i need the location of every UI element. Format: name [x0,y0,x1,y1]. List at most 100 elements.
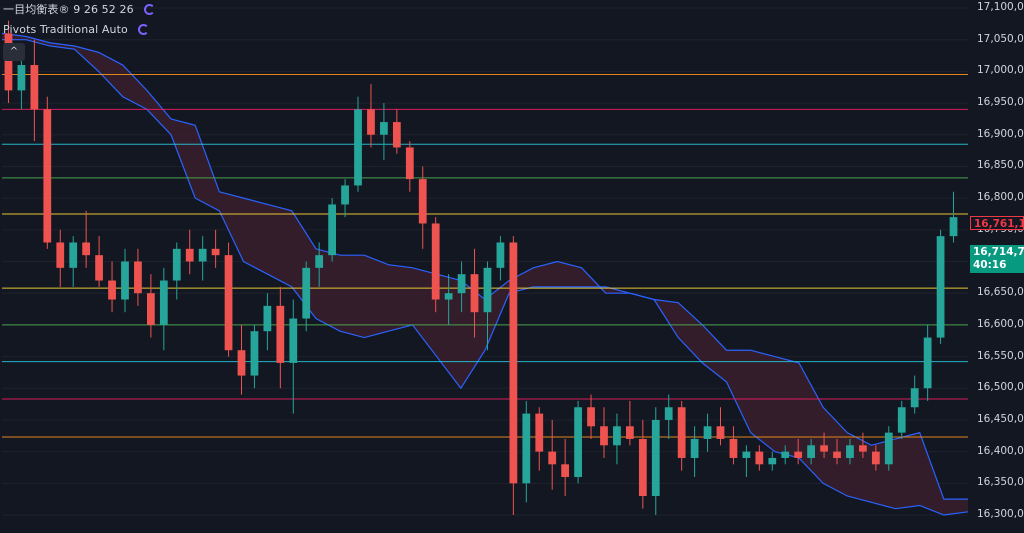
candle-body [289,318,298,363]
candle-body [392,122,401,148]
pivots-legend[interactable]: Pivots Traditional Auto [3,20,149,38]
price-axis-tick: 17,100,00 [977,1,1024,13]
candle-body [768,457,777,465]
candle-body [496,242,505,268]
loading-spinner-icon [137,23,149,35]
candle-body [237,350,246,376]
candle-body [600,426,608,446]
candle-body [418,179,427,224]
cloud-fill [2,33,968,515]
current-price-value: 16,714,73 [973,246,1024,258]
price-axis-tick: 16,650,00 [977,286,1024,299]
candle-body [833,451,841,458]
candle-body [457,274,466,294]
candle-body [677,407,686,458]
candle-body [146,293,155,325]
candle-body [703,426,712,439]
candle-body [43,109,52,243]
candle-body [470,274,479,313]
candle-body [949,217,958,237]
candle-body [923,337,932,389]
candle-body [755,451,764,465]
chevron-up-icon[interactable]: ^ [3,43,25,61]
candle-body [638,438,647,496]
candle-body [444,293,453,300]
candle-body [807,445,816,458]
candle-body [108,280,116,300]
candle-body [716,426,725,439]
candle-body [910,388,919,408]
candle-body [651,419,660,496]
candle-body [263,305,272,332]
candle-body [159,280,168,325]
pivots-label: Pivots Traditional Auto [3,22,128,36]
price-axis-tick: 16,950,00 [977,96,1024,109]
ichimoku-label: 一目均衡表® 9 26 52 26 [3,3,134,16]
candle-body [211,248,220,256]
candle-body [729,438,738,458]
candle-body [613,426,621,446]
candle-body [625,426,634,439]
candle-body [820,445,828,452]
ichimoku-legend[interactable]: 一目均衡表® 9 26 52 26 [3,0,155,18]
candle-body [380,122,388,135]
price-axis-tick: 17,000,00 [977,64,1024,77]
candle-body [431,223,440,300]
candle-body [884,432,893,465]
price-axis-tick: 16,500,00 [977,381,1024,394]
candle-body [328,204,337,256]
candle-body [4,33,13,91]
current-price-tag: 16,714,73 40:16 [970,245,1024,273]
candle-body [690,438,699,458]
price-axis-tick: 16,800,00 [977,191,1024,204]
candle-body [846,445,854,458]
candle-body [535,413,544,452]
candle-body [30,65,39,110]
candle-body [315,255,324,268]
candle-body [69,242,78,268]
last-high-price-tag: 16,761,15 [970,216,1024,230]
price-axis-tick: 16,400,00 [977,444,1024,457]
price-axis-tick: 16,350,00 [977,476,1024,489]
candle-body [561,464,570,477]
candles [4,20,958,515]
candle-body [56,242,65,268]
candle-body [522,413,531,484]
price-axis-tick: 16,600,00 [977,317,1024,330]
price-axis-tick: 17,050,00 [977,32,1024,45]
candle-body [17,65,26,91]
price-axis-tick: 16,550,00 [977,349,1024,362]
candle-body [871,451,880,465]
price-axis-tick: 16,900,00 [977,127,1024,140]
candle-body [936,236,945,338]
bar-countdown: 40:16 [973,259,1007,271]
candle-body [172,248,181,281]
candle-body [82,242,91,256]
candle-body [121,261,129,300]
candle-body [250,331,259,376]
candle-body [354,109,362,186]
candle-body [95,255,103,281]
candle-body [897,407,906,433]
price-axis-tick: 16,450,00 [977,412,1024,425]
price-axis-tick: 16,850,00 [977,159,1024,172]
candle-body [548,451,557,465]
candle-body [587,407,595,427]
candle-body [859,445,867,452]
candle-body [224,255,233,351]
candle-body [742,451,751,458]
candle-body [574,407,582,477]
candle-body [276,305,285,363]
candle-body [483,267,492,313]
candle-body [509,242,518,484]
candle-body [198,248,207,262]
candle-body [664,407,673,420]
senkou-span-b-line [2,39,969,516]
candle-body [405,147,414,180]
pivot-lines [2,74,968,438]
candle-body [341,185,349,205]
price-axis-tick: 16,300,00 [977,508,1024,520]
loading-spinner-icon [143,3,155,15]
candle-body [302,267,311,319]
